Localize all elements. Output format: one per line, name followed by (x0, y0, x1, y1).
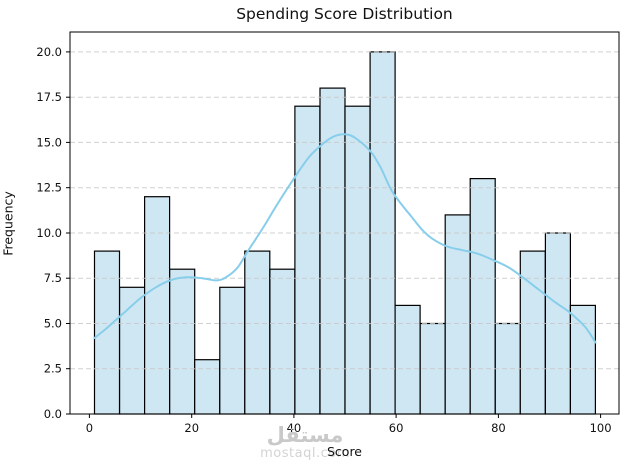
x-tick-label: 40 (287, 421, 302, 435)
y-tick-label: 5.0 (44, 317, 62, 331)
histogram-bar (469, 178, 496, 415)
watermark: مستقل mostaql.com (240, 423, 370, 461)
watermark-arabic-text: مستقل (266, 423, 344, 447)
y-tick-label: 12.5 (36, 181, 62, 195)
histogram-bar (494, 322, 521, 415)
histogram-bar (344, 105, 371, 415)
x-axis-label: Score (326, 444, 362, 459)
histogram-bar (394, 304, 421, 415)
histogram-bar (93, 250, 121, 415)
plot-border (69, 31, 620, 415)
watermark-latin-text: mostaql.com (260, 446, 350, 461)
x-tick-label: 0 (86, 421, 93, 435)
y-tick-label: 7.5 (44, 271, 62, 285)
histogram-bar (219, 286, 246, 415)
histogram-bar (269, 268, 296, 415)
y-tick-label: 0.0 (44, 407, 62, 421)
histogram-bar (144, 196, 171, 415)
y-tick-label: 17.5 (36, 90, 62, 104)
x-tick-label: 20 (184, 421, 199, 435)
y-tick-label: 2.5 (44, 362, 62, 376)
x-tick-label: 60 (389, 421, 404, 435)
histogram-bar (169, 268, 196, 415)
histogram-bar (294, 105, 321, 415)
y-tick-label: 10.0 (36, 226, 62, 240)
kde-curve (93, 133, 597, 344)
histogram-bar (194, 359, 221, 415)
x-tick-label: 100 (590, 421, 612, 435)
chart-title: Spending Score Distribution (236, 5, 453, 23)
y-tick-label: 15.0 (36, 135, 62, 149)
x-tick-label: 80 (491, 421, 506, 435)
histogram-bar (569, 304, 597, 415)
histogram-bar (244, 250, 271, 415)
y-tick-label: 20.0 (36, 45, 62, 59)
histogram-bar (519, 250, 546, 415)
histogram-bar (444, 214, 471, 415)
